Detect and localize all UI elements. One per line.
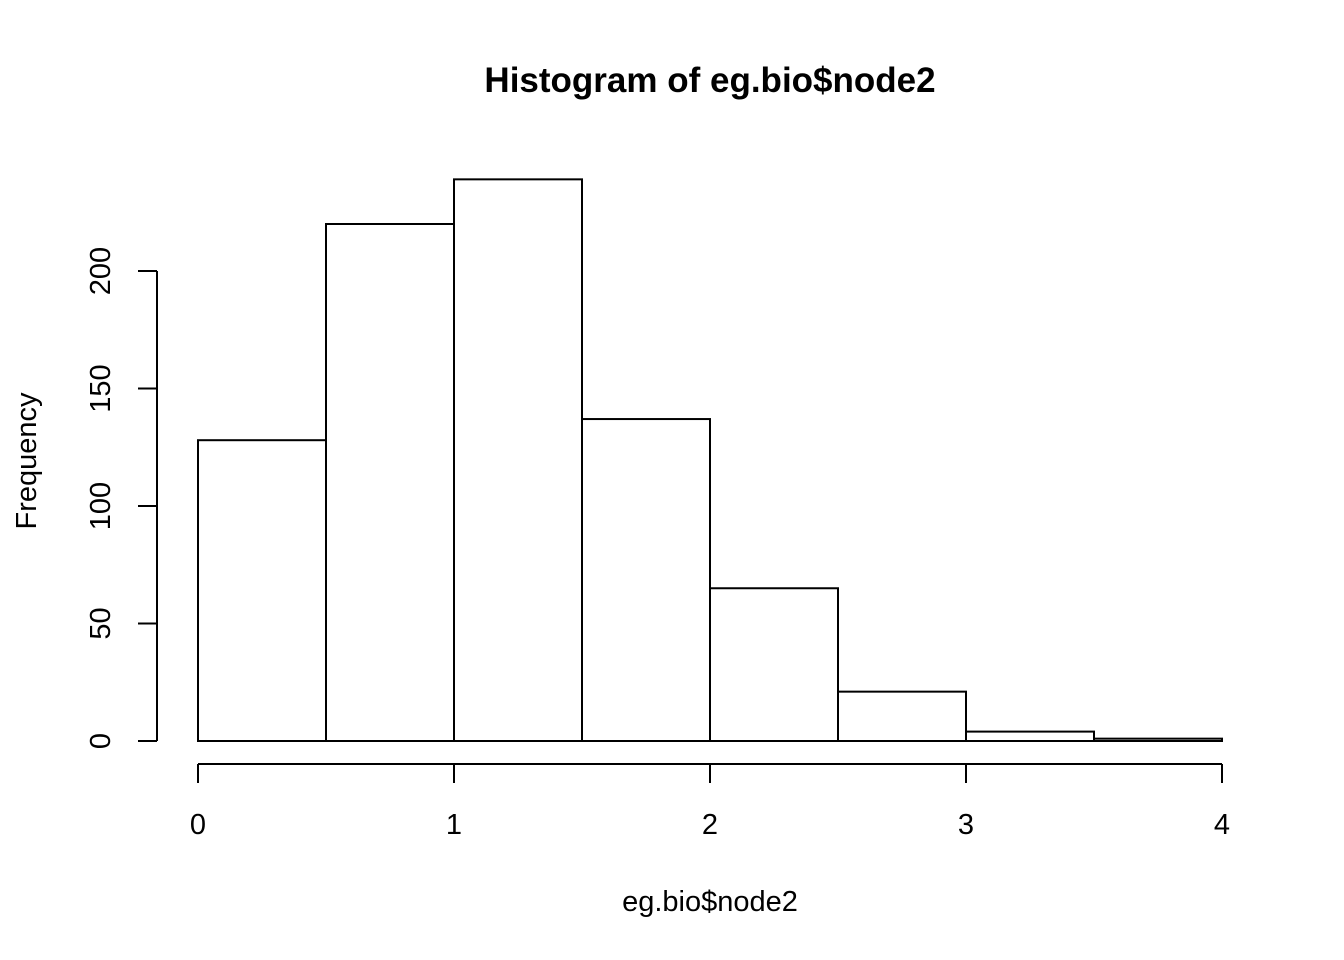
bars-group bbox=[197, 178, 1223, 743]
bar-3 bbox=[581, 418, 711, 742]
bar-5 bbox=[837, 690, 967, 743]
bar-7 bbox=[1093, 737, 1223, 743]
y-tick-label-4: 200 bbox=[85, 247, 117, 295]
y-axis-label: Frequency bbox=[11, 392, 43, 530]
y-tick-label-2: 100 bbox=[85, 482, 117, 530]
chart-title: Histogram of eg.bio$node2 bbox=[484, 61, 935, 100]
bar-6 bbox=[965, 730, 1095, 742]
x-tick-label-3: 3 bbox=[958, 809, 974, 841]
x-tick-label-4: 4 bbox=[1214, 809, 1230, 841]
x-tick-label-2: 2 bbox=[702, 809, 718, 841]
x-tick-label-1: 1 bbox=[446, 809, 462, 841]
x-axis-label: eg.bio$node2 bbox=[622, 886, 798, 918]
bar-2 bbox=[453, 178, 583, 743]
x-tick-label-0: 0 bbox=[190, 809, 206, 841]
bar-4 bbox=[709, 587, 839, 742]
bar-0 bbox=[197, 439, 327, 742]
bar-1 bbox=[325, 223, 455, 742]
y-tick-label-0: 0 bbox=[85, 733, 117, 749]
y-tick-label-3: 150 bbox=[85, 364, 117, 412]
y-axis: 0 50 100 150 200 bbox=[85, 247, 158, 749]
x-axis: 0 1 2 3 4 bbox=[190, 763, 1230, 841]
y-tick-label-1: 50 bbox=[85, 607, 117, 639]
